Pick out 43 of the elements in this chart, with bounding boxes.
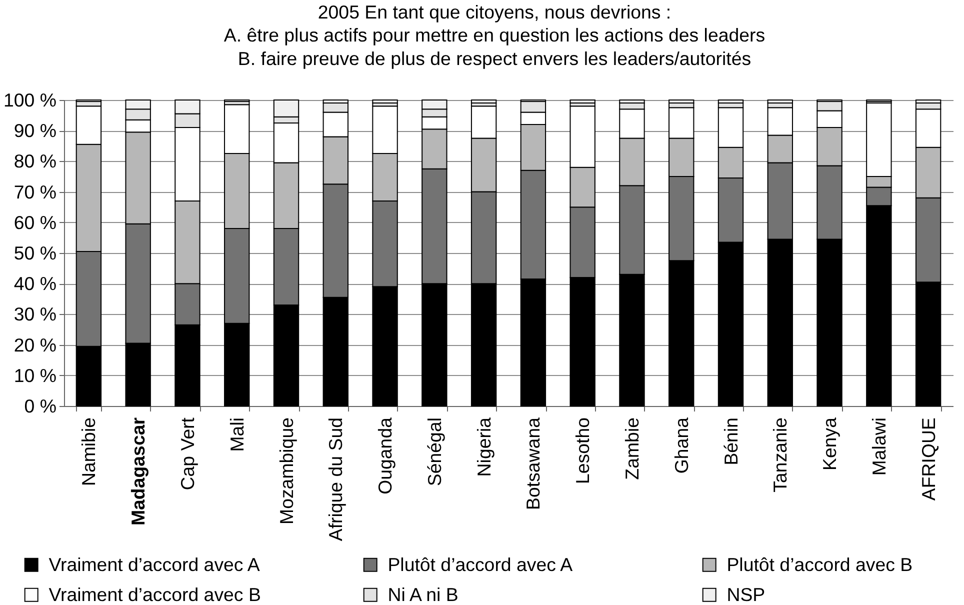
- x-tick-label: Kenya: [819, 416, 840, 470]
- x-tick-label: Mali: [226, 418, 248, 452]
- bar: [718, 100, 744, 104]
- x-tick-label: Malawi: [868, 418, 890, 476]
- x-tick-label: Afrique du Sud: [325, 418, 346, 542]
- y-tick-label: 0 %: [24, 396, 56, 416]
- y-tick-label: 20 %: [14, 334, 56, 356]
- x-tick-label: Ghana: [670, 416, 692, 474]
- bar: [668, 100, 694, 104]
- bar: [570, 100, 596, 104]
- x-tick-label: Cap Vert: [176, 416, 198, 490]
- x-tick-label: Ouganda: [374, 416, 396, 494]
- x-tick-label: Nigeria: [473, 416, 494, 477]
- y-tick-label: 50 %: [14, 242, 56, 264]
- x-tick-label: Sénégal: [424, 418, 445, 486]
- legend-label: Ni A ni B: [388, 584, 458, 605]
- x-tick-label: Lesotho: [572, 418, 594, 484]
- bar: [767, 100, 793, 104]
- legend-label: Plutôt d’accord avec B: [726, 554, 913, 575]
- y-tick-label: 100 %: [4, 90, 56, 110]
- y-tick-label: 10 %: [14, 364, 56, 386]
- legend-label: NSP: [726, 584, 766, 605]
- x-tick-label: Bénin: [720, 418, 742, 466]
- legend-label: Vraiment d’accord avec B: [48, 584, 261, 605]
- y-tick-label: 60 %: [14, 212, 56, 233]
- y-tick-label: 70 %: [14, 181, 56, 202]
- bar: [372, 100, 398, 104]
- y-tick-label: 40 %: [14, 273, 56, 294]
- chart-subtitle: A. être plus actifs pour mettre en question les actions des leaders B. faire preuve de plus de respect envers les leaders/autorités: [224, 24, 766, 69]
- x-tick-label: Namibie: [78, 418, 100, 486]
- legend-label: Vraiment d’accord avec A: [48, 554, 260, 575]
- y-tick-label: 80 %: [14, 150, 56, 172]
- x-tick-label: Botsawana: [522, 416, 544, 510]
- chart-title: 2005 En tant que citoyens, nous devrions :: [318, 2, 672, 23]
- y-tick-label: 90 %: [14, 120, 56, 142]
- x-tick-label: Mozambique: [276, 418, 297, 524]
- x-tick-label: Tanzanie: [770, 418, 791, 492]
- x-tick-label: Madagascar: [128, 418, 149, 526]
- y-tick-label: 30 %: [14, 304, 56, 325]
- x-tick-label: Zambie: [621, 418, 642, 480]
- legend-label: Plutôt d’accord avec A: [388, 554, 574, 575]
- bar: [470, 100, 497, 104]
- x-tick-label: AFRIQUE: [918, 418, 939, 501]
